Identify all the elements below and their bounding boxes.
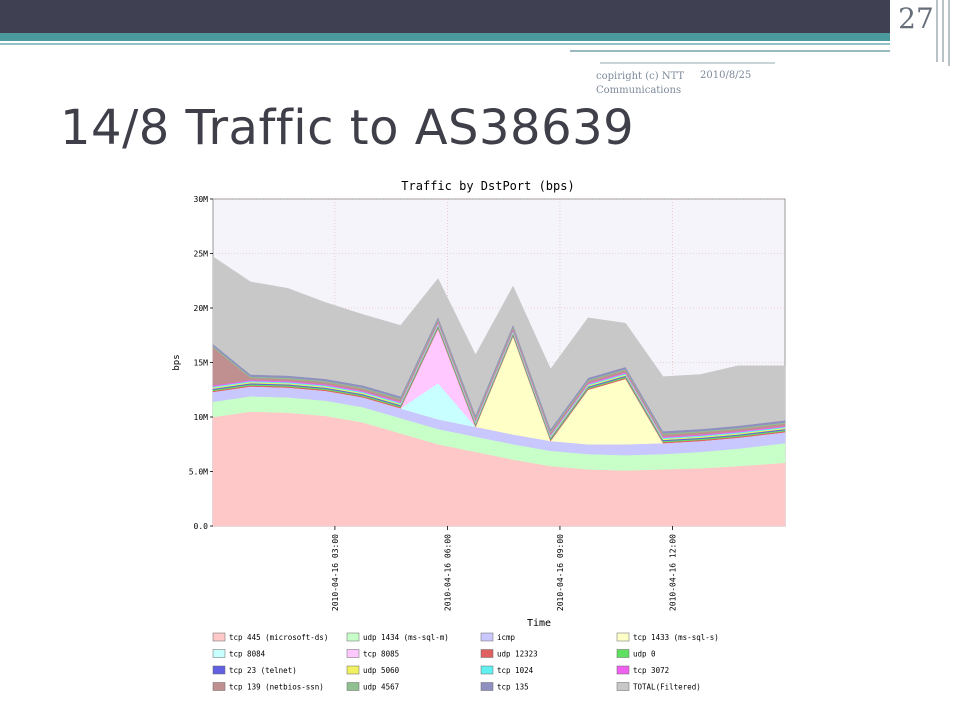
legend-item: tcp 8084 [212, 649, 266, 659]
chart-legend: tcp 445 (microsoft-ds) udp 1434 (ms-sql-m… [212, 632, 719, 692]
legend-label: tcp 1433 (ms-sql-s) [633, 633, 719, 642]
legend-swatch [346, 682, 360, 691]
x-axis-label: Time [527, 618, 551, 629]
legend-item: udp 1434 (ms-sql-m) [346, 632, 449, 642]
legend-swatch [346, 632, 360, 642]
y-tick-label: 5.0M [189, 468, 208, 477]
x-tick-label: 2010-04-16 03:00 [331, 534, 340, 611]
legend-swatch [616, 649, 630, 658]
y-tick-label: 20M [194, 304, 209, 313]
legend-item: tcp 3072 [616, 665, 669, 675]
legend-item: tcp 1433 (ms-sql-s) [616, 632, 719, 642]
footer-date: 2010/8/25 [700, 70, 752, 81]
panel-divider [942, 0, 944, 62]
x-tick-label: 2010-04-16 12:00 [668, 534, 677, 611]
stacked-areas [212, 256, 786, 527]
x-axis-ticks: 2010-04-16 03:00 2010-04-16 06:00 2010-04-… [331, 526, 677, 611]
legend-swatch [212, 682, 226, 691]
header-band [0, 0, 960, 33]
legend-swatch [346, 649, 360, 658]
legend-swatch [480, 665, 494, 675]
legend-item: tcp 23 (telnet) [212, 665, 297, 675]
legend-swatch [212, 632, 226, 642]
legend-label: udp 0 [633, 650, 656, 659]
legend-swatch [480, 649, 494, 658]
legend-label: tcp 8085 [363, 650, 399, 659]
header-rule-footer [600, 62, 775, 64]
legend-label: icmp [497, 633, 516, 642]
legend-swatch [616, 682, 630, 691]
x-tick-label: 2010-04-16 06:00 [443, 534, 452, 611]
panel-divider [948, 0, 950, 66]
panel-divider [936, 0, 938, 62]
legend-swatch [616, 665, 630, 675]
legend-swatch [480, 632, 494, 642]
legend-label: udp 12323 [497, 650, 538, 659]
legend-label: tcp 3072 [633, 666, 669, 675]
y-axis-label: bps [172, 354, 182, 370]
legend-label: tcp 1024 [497, 666, 534, 675]
legend-swatch [480, 682, 494, 691]
legend-label: tcp 139 (netbios-ssn) [229, 683, 324, 692]
y-axis-ticks: 0.0 5.0M 10M 15M 20M 25M 30M [189, 195, 213, 531]
legend-label: TOTAL(Filtered) [633, 683, 701, 692]
legend-swatch [616, 632, 630, 642]
y-tick-label: 25M [194, 250, 209, 259]
legend-item: udp 0 [616, 649, 656, 659]
header-rule [0, 43, 890, 45]
legend-item: tcp 1024 [480, 665, 534, 675]
legend-item: udp 4567 [346, 682, 399, 692]
legend-swatch [212, 665, 226, 675]
legend-item: udp 5060 [346, 665, 400, 675]
x-tick-label: 2010-04-16 09:00 [556, 534, 565, 611]
chart-title: Traffic by DstPort (bps) [401, 179, 574, 193]
area-total-filtered [212, 256, 786, 432]
page-number: 27 [898, 2, 934, 35]
legend-item: tcp 445 (microsoft-ds) [212, 632, 328, 642]
legend-label: udp 5060 [363, 666, 400, 675]
legend-label: udp 4567 [363, 683, 399, 692]
legend-item: tcp 135 [480, 682, 529, 692]
legend-item: tcp 139 (netbios-ssn) [212, 682, 324, 692]
slide-title: 14/8 Traffic to AS38639 [60, 100, 635, 156]
legend-item: udp 12323 [480, 649, 538, 659]
y-tick-label: 0.0 [194, 522, 209, 531]
y-tick-label: 10M [194, 413, 209, 422]
y-tick-label: 15M [194, 359, 209, 368]
legend-label: tcp 135 [497, 683, 529, 692]
legend-swatch [346, 665, 360, 675]
header-accent-band [0, 33, 890, 41]
legend-label: udp 1434 (ms-sql-m) [363, 633, 449, 642]
legend-label: tcp 8084 [229, 650, 266, 659]
header-rule-short [570, 50, 890, 52]
legend-label: tcp 445 (microsoft-ds) [229, 633, 328, 642]
traffic-chart: Traffic by DstPort (bps) 0.0 5.0M 10M 15M 20… [172, 179, 786, 692]
footer-copyright: copiright (c) NTT Communications [596, 71, 685, 96]
legend-label: tcp 23 (telnet) [229, 666, 297, 675]
legend-item: tcp 8085 [346, 649, 399, 659]
legend-swatch [212, 649, 226, 658]
legend-item: icmp [480, 632, 516, 642]
y-tick-label: 30M [194, 195, 209, 204]
legend-item: TOTAL(Filtered) [616, 682, 701, 692]
